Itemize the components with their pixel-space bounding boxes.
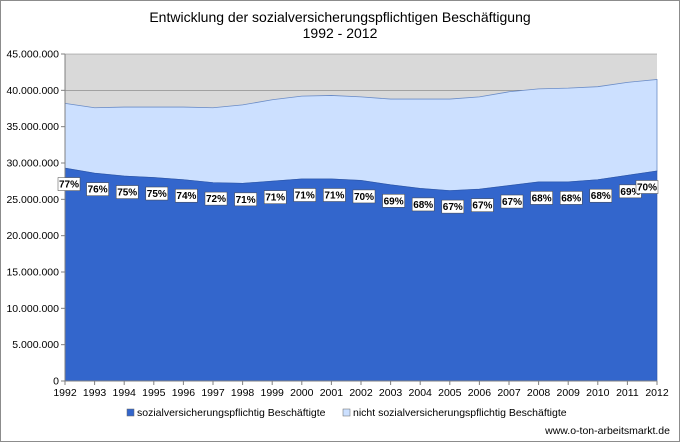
x-tick-label: 2006 <box>468 387 492 399</box>
data-label: 71% <box>236 195 256 206</box>
y-tick-label: 30.000.000 <box>6 158 59 170</box>
x-tick-label: 2009 <box>557 387 581 399</box>
legend-label-sv: sozialversicherungspflichtig Beschäftigt… <box>137 407 326 419</box>
x-tick-label: 2005 <box>438 387 462 399</box>
data-label-box <box>352 189 376 204</box>
data-label: 76% <box>88 185 108 196</box>
data-label: 69% <box>384 196 404 207</box>
data-label: 68% <box>532 193 552 204</box>
chart-subtitle: 1992 - 2012 <box>303 25 378 41</box>
y-tick-label: 15.000.000 <box>6 267 59 279</box>
y-tick-label: 5.000.000 <box>12 339 59 351</box>
data-label-box <box>115 185 139 199</box>
data-label: 75% <box>117 188 137 199</box>
x-tick-label: 2011 <box>616 387 639 399</box>
x-tick-label: 2002 <box>349 387 373 399</box>
data-label-box <box>57 177 81 191</box>
data-label: 71% <box>324 190 344 201</box>
data-label: 68% <box>591 191 611 202</box>
y-tick-label: 20.000.000 <box>6 230 59 242</box>
chart-title: Entwicklung der sozialversicherungspflic… <box>149 9 530 25</box>
legend: sozialversicherungspflichtig Beschäftigt… <box>126 407 567 419</box>
legend-swatch-nsv <box>342 408 351 417</box>
y-axis: 0 5.000.000 10.000.000 15.000.000 20.000.000… <box>6 49 66 388</box>
data-label-box <box>293 188 317 202</box>
y-tick-label: 35.000.000 <box>6 121 59 133</box>
data-label: 70% <box>637 182 657 193</box>
data-label-box <box>323 188 346 202</box>
data-label-box <box>411 197 435 212</box>
data-label-box <box>559 191 583 205</box>
data-label: 77% <box>59 180 79 191</box>
data-label: 67% <box>443 202 463 213</box>
x-tick-label: 2008 <box>527 387 551 399</box>
data-label-box <box>175 188 198 203</box>
data-label: 74% <box>176 191 196 202</box>
data-label-box <box>234 192 257 207</box>
data-label: 70% <box>354 192 374 203</box>
x-tick-label: 1996 <box>172 387 196 399</box>
x-tick-label: 1992 <box>53 387 77 399</box>
data-label: 68% <box>413 200 433 211</box>
x-tick-label: 1998 <box>231 387 255 399</box>
y-tick-label: 0 <box>53 376 59 388</box>
data-label-box <box>441 199 465 214</box>
data-label-box <box>471 198 494 212</box>
x-tick-label: 1994 <box>113 387 137 399</box>
data-labels: 77% 76% 75% 75% 74% 72% 71% 71% 71% 71% 70% 69% 68% 6… <box>57 177 659 214</box>
x-tick-label: 2001 <box>320 387 344 399</box>
x-tick-label: 1999 <box>261 387 285 399</box>
data-label: 69% <box>620 187 640 198</box>
data-label-box <box>263 190 287 204</box>
y-tick-label: 25.000.000 <box>6 194 59 206</box>
data-label: 72% <box>206 194 226 205</box>
data-label-box <box>382 194 405 208</box>
y-tick-label: 45.000.000 <box>6 49 59 61</box>
data-label-box <box>530 191 553 205</box>
x-tick-label: 2007 <box>497 387 521 399</box>
x-tick-label: 2000 <box>290 387 314 399</box>
x-tick-label: 2003 <box>379 387 403 399</box>
data-label-box <box>204 191 228 206</box>
x-tick-label: 1995 <box>142 387 166 399</box>
plot-area <box>64 53 658 382</box>
x-tick-label: 1997 <box>201 387 225 399</box>
data-label: 71% <box>295 190 315 201</box>
legend-swatch-sv <box>126 408 135 417</box>
data-label: 71% <box>265 193 285 204</box>
data-label: 75% <box>147 189 167 200</box>
x-tick-label: 1993 <box>83 387 107 399</box>
y-tick-label: 40.000.000 <box>6 85 59 97</box>
data-label-box <box>500 194 524 209</box>
data-label-box <box>589 188 613 203</box>
data-label-box <box>635 180 659 194</box>
data-label-box <box>145 186 169 201</box>
credit-text: www.o-ton-arbeitsmarkt.de <box>544 425 670 437</box>
data-label: 68% <box>561 193 581 204</box>
x-tick-label: 2012 <box>645 387 669 399</box>
series-area-sv <box>64 167 658 382</box>
data-label-box <box>86 182 109 196</box>
y-tick-label: 10.000.000 <box>6 303 59 315</box>
x-axis: 1992 1993 1994 1995 1996 1997 1998 1999 2000 2001… <box>53 380 669 399</box>
data-label: 67% <box>502 197 522 208</box>
x-tick-label: 2004 <box>409 387 433 399</box>
data-label: 67% <box>472 201 492 212</box>
legend-label-nsv: nicht sozialversicherungspflichtig Besch… <box>353 407 567 419</box>
x-tick-label: 2010 <box>586 387 610 399</box>
